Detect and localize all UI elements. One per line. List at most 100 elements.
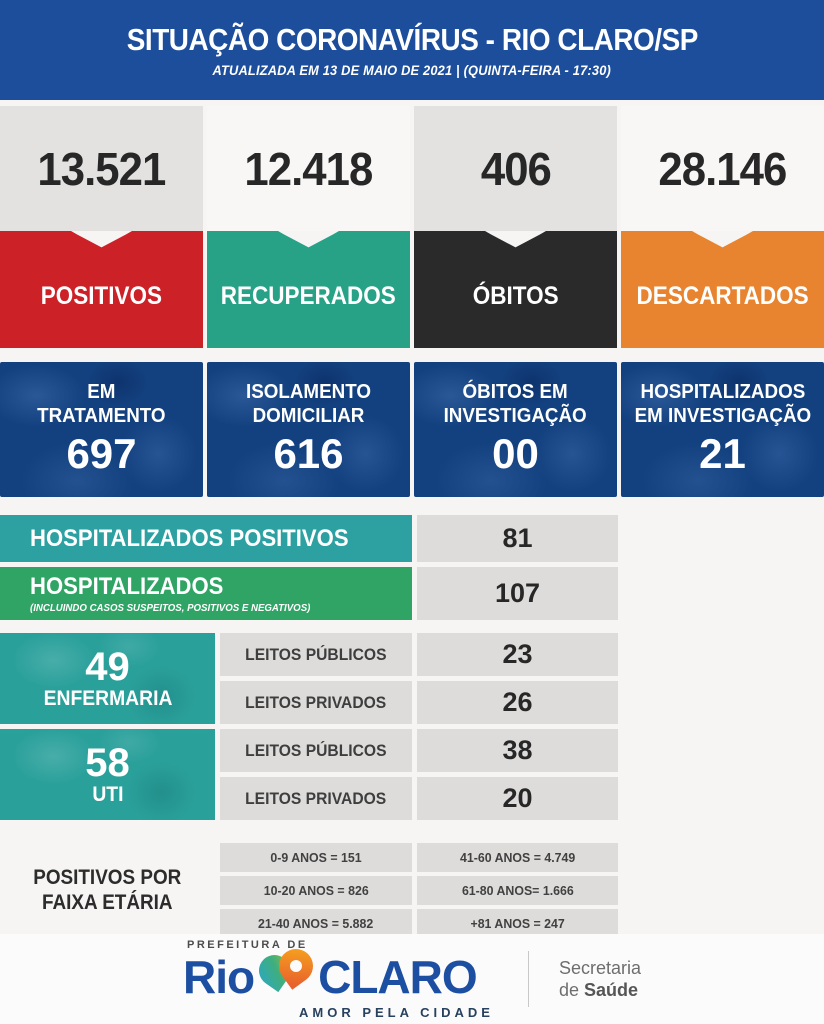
brand-claro: CLARO bbox=[318, 950, 478, 1003]
card-recuperados: 12.418 RECUPERADOS bbox=[207, 106, 410, 348]
hospitalizados-value-box: 107 bbox=[417, 567, 618, 620]
page-title: SITUAÇÃO CORONAVÍRUS - RIO CLARO/SP bbox=[126, 22, 698, 57]
age-cell-81-plus-text: +81 ANOS = 247 bbox=[470, 916, 565, 931]
enfermaria-publicos-label: LEITOS PÚBLICOS bbox=[245, 644, 387, 664]
enfermaria-publicos-value: 23 bbox=[502, 639, 533, 669]
hospitalizados-label: HOSPITALIZADOS bbox=[30, 573, 224, 600]
enfermaria-name: ENFERMARIA bbox=[43, 686, 172, 710]
pin-hole bbox=[290, 959, 303, 972]
age-cell-61-80: 61-80 ANOS= 1.666 bbox=[417, 876, 618, 905]
enfermaria-privados-label-box: LEITOS PRIVADOS bbox=[220, 681, 412, 724]
age-grid: 0-9 ANOS = 151 41-60 ANOS = 4.749 10-20 … bbox=[220, 843, 618, 938]
age-cell-21-40-text: 21-40 ANOS = 5.882 bbox=[258, 916, 374, 931]
brand-tagline: AMOR PELA CIDADE bbox=[298, 1004, 494, 1020]
card-recuperados-label-area: RECUPERADOS bbox=[207, 231, 410, 348]
uti-privados-label-box: LEITOS PRIVADOS bbox=[220, 777, 412, 820]
enfermaria-privados-label: LEITOS PRIVADOS bbox=[245, 692, 387, 712]
uti-publicos-value-box: 38 bbox=[417, 729, 618, 772]
em-tratamento-label: EM TRATAMENTO bbox=[37, 381, 166, 427]
enfermaria-publicos-value-box: 23 bbox=[417, 633, 618, 676]
enfermaria-privados-row: LEITOS PRIVADOS 26 bbox=[220, 681, 618, 724]
uti-publicos-value: 38 bbox=[502, 735, 533, 765]
age-cell-41-60: 41-60 ANOS = 4.749 bbox=[417, 843, 618, 872]
brand-row: Rio CLARO bbox=[183, 941, 494, 1003]
age-cell-81-plus: +81 ANOS = 247 bbox=[417, 909, 618, 938]
enfermaria-privados-value: 26 bbox=[502, 687, 533, 717]
obitos-label: ÓBITOS bbox=[472, 282, 559, 310]
enfermaria-privados-value-box: 26 bbox=[417, 681, 618, 724]
secretaria-line2: de Saúde bbox=[559, 979, 641, 1002]
descartados-label: DESCARTADOS bbox=[636, 282, 809, 310]
uti-publicos-row: LEITOS PÚBLICOS 38 bbox=[220, 729, 618, 772]
obitos-value: 406 bbox=[480, 142, 551, 195]
secretaria-line2-bold: Saúde bbox=[583, 980, 639, 1000]
hospitalizados-positivos-value: 81 bbox=[502, 523, 533, 553]
age-cell-10-20-text: 10-20 ANOS = 826 bbox=[263, 883, 369, 898]
age-section-title: POSITIVOS POR FAIXA ETÁRIA bbox=[33, 866, 182, 914]
hospitalizados-investigacao-value: 21 bbox=[699, 429, 746, 477]
footer-divider bbox=[527, 951, 529, 1007]
uti-number: 58 bbox=[85, 740, 130, 785]
age-cell-41-60-text: 41-60 ANOS = 4.749 bbox=[459, 850, 576, 865]
uti-privados-value: 20 bbox=[502, 783, 533, 813]
hospitalizados-bar: HOSPITALIZADOS (INCLUINDO CASOS SUSPEITO… bbox=[0, 567, 412, 620]
age-cell-0-9-text: 0-9 ANOS = 151 bbox=[270, 850, 362, 865]
hospitalizados-positivos-bar: HOSPITALIZADOS POSITIVOS bbox=[0, 515, 412, 562]
uti-privados-value-box: 20 bbox=[417, 777, 618, 820]
card-recuperados-value-area: 12.418 bbox=[207, 106, 410, 231]
age-cell-21-40: 21-40 ANOS = 5.882 bbox=[220, 909, 412, 938]
card-descartados-value-area: 28.146 bbox=[621, 106, 824, 231]
uti-publicos-label-box: LEITOS PÚBLICOS bbox=[220, 729, 412, 772]
card-obitos: 406 ÓBITOS bbox=[414, 106, 617, 348]
hospitalizados-value: 107 bbox=[494, 578, 541, 608]
card-descartados-label-area: DESCARTADOS bbox=[621, 231, 824, 348]
positivos-value: 13.521 bbox=[37, 142, 167, 195]
header: SITUAÇÃO CORONAVÍRUS - RIO CLARO/SP ATUA… bbox=[0, 0, 824, 100]
uti-privados-row: LEITOS PRIVADOS 20 bbox=[220, 777, 618, 820]
em-tratamento-value: 697 bbox=[66, 429, 137, 477]
enfermaria-rows: LEITOS PÚBLICOS 23 LEITOS PRIVADOS 26 bbox=[220, 633, 618, 724]
enfermaria-publicos-row: LEITOS PÚBLICOS 23 bbox=[220, 633, 618, 676]
age-cell-10-20: 10-20 ANOS = 826 bbox=[220, 876, 412, 905]
page-subtitle: ATUALIZADA EM 13 DE MAIO DE 2021 | (QUIN… bbox=[212, 63, 612, 78]
hospitalizados-sublabel: (INCLUINDO CASOS SUSPEITOS, POSITIVOS E … bbox=[30, 602, 311, 614]
uti-rows: LEITOS PÚBLICOS 38 LEITOS PRIVADOS 20 bbox=[220, 729, 618, 820]
obitos-investigacao-label: ÓBITOS EM INVESTIGAÇÃO bbox=[443, 381, 588, 427]
card-positivos-value-area: 13.521 bbox=[0, 106, 203, 231]
uti-block: 58 UTI bbox=[0, 729, 215, 820]
recuperados-value: 12.418 bbox=[244, 142, 374, 195]
uti-privados-label: LEITOS PRIVADOS bbox=[245, 788, 387, 808]
card-obitos-investigacao: ÓBITOS EM INVESTIGAÇÃO 00 bbox=[414, 362, 617, 497]
isolamento-value: 616 bbox=[273, 429, 344, 477]
card-positivos: 13.521 POSITIVOS bbox=[0, 106, 203, 348]
enfermaria-block: 49 ENFERMARIA bbox=[0, 633, 215, 724]
investigation-cards: EM TRATAMENTO 697 ISOLAMENTO DOMICILIAR … bbox=[0, 362, 824, 497]
uti-publicos-label: LEITOS PÚBLICOS bbox=[245, 740, 387, 760]
hospitalizados-row: HOSPITALIZADOS (INCLUINDO CASOS SUSPEITO… bbox=[0, 567, 618, 620]
uti-group: 58 UTI LEITOS PÚBLICOS 38 LEITOS PRIVADO… bbox=[0, 729, 618, 820]
hospitalizados-positivos-row: HOSPITALIZADOS POSITIVOS 81 bbox=[0, 515, 618, 562]
enfermaria-number: 49 bbox=[85, 644, 130, 689]
descartados-value: 28.146 bbox=[658, 142, 788, 195]
summary-cards: 13.521 POSITIVOS 12.418 RECUPERADOS 406 … bbox=[0, 106, 824, 348]
hospitalizados-positivos-value-box: 81 bbox=[417, 515, 618, 562]
footer: PREFEITURA DE Rio CLARO AMOR PELA CIDADE… bbox=[0, 934, 824, 1024]
card-isolamento: ISOLAMENTO DOMICILIAR 616 bbox=[207, 362, 410, 497]
secretaria-line1: Secretaria bbox=[558, 957, 641, 978]
hospitalizados-investigacao-label: HOSPITALIZADOS EM INVESTIGAÇÃO bbox=[634, 381, 811, 427]
uti-name: UTI bbox=[91, 782, 124, 806]
hospitalizados-positivos-label: HOSPITALIZADOS POSITIVOS bbox=[30, 524, 349, 552]
recuperados-label: RECUPERADOS bbox=[220, 282, 397, 310]
age-cell-61-80-text: 61-80 ANOS= 1.666 bbox=[461, 883, 574, 898]
enfermaria-publicos-label-box: LEITOS PÚBLICOS bbox=[220, 633, 412, 676]
age-section: POSITIVOS POR FAIXA ETÁRIA 0-9 ANOS = 15… bbox=[0, 843, 618, 938]
card-positivos-label-area: POSITIVOS bbox=[0, 231, 203, 348]
isolamento-label: ISOLAMENTO DOMICILIAR bbox=[246, 381, 371, 427]
heart-pin-icon bbox=[253, 941, 320, 1001]
secretaria-saude: Secretaria de Saúde bbox=[559, 957, 641, 1002]
secretaria-line2-prefix: de bbox=[558, 980, 584, 1000]
obitos-investigacao-value: 00 bbox=[492, 429, 539, 477]
card-obitos-label-area: ÓBITOS bbox=[414, 231, 617, 348]
prefeitura-pretitle: PREFEITURA DE bbox=[186, 938, 308, 951]
